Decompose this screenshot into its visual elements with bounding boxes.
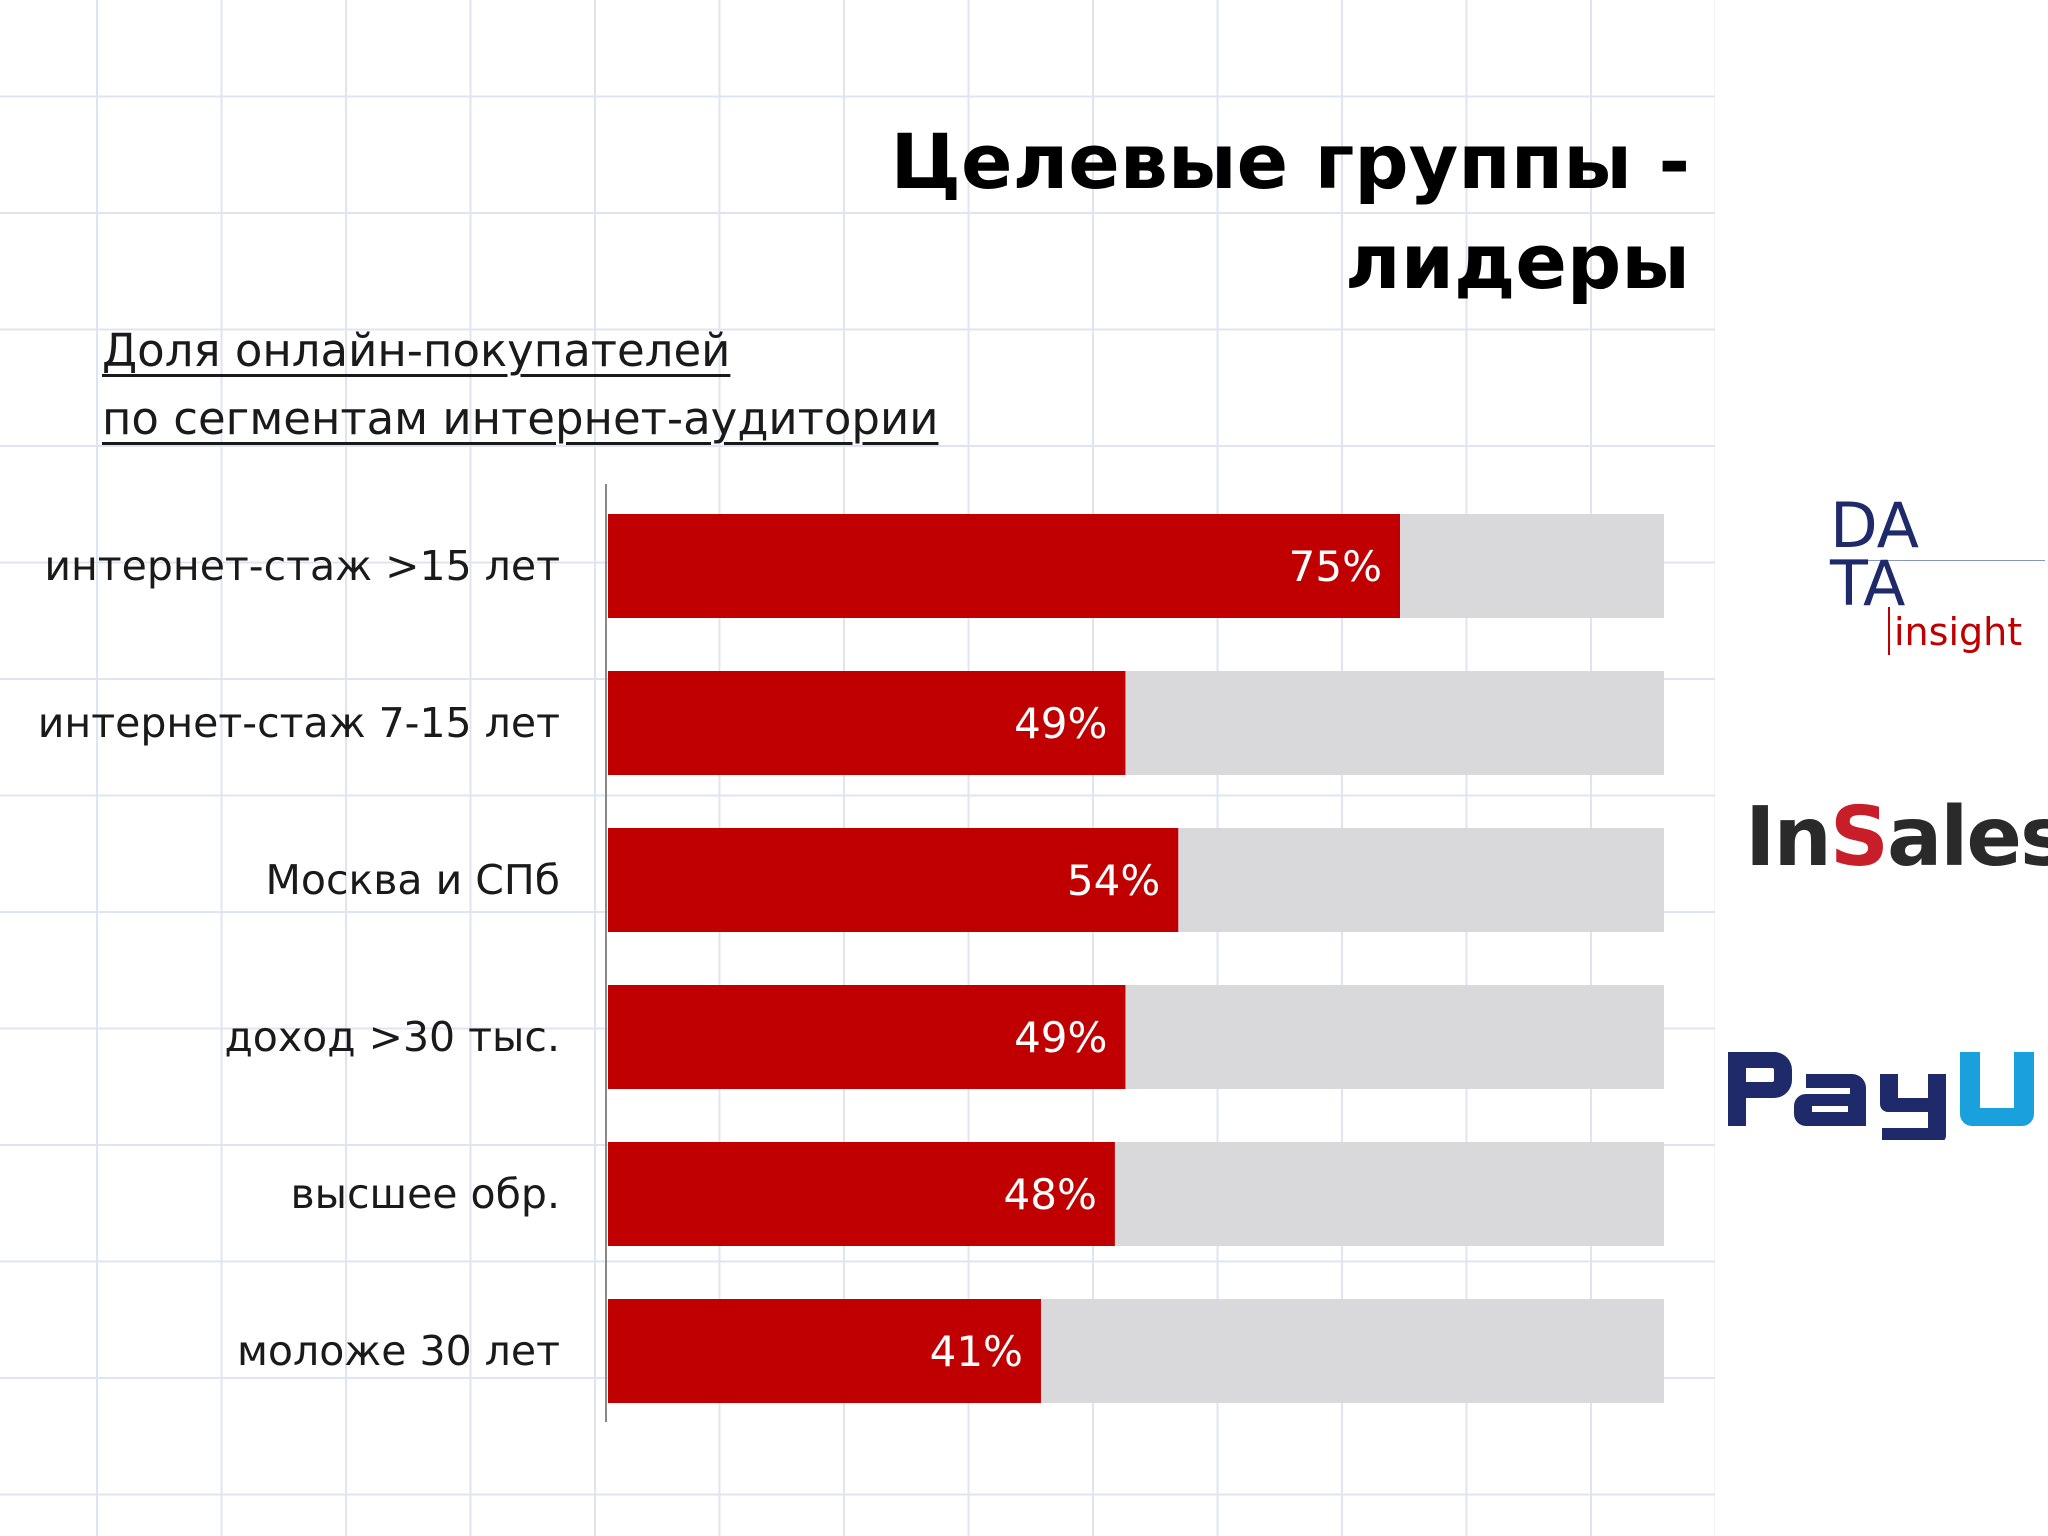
- data-insight-logo-bar: [1888, 607, 1890, 655]
- bar-value-label-1: 49%: [1014, 699, 1107, 748]
- logo-panel: [1715, 0, 2048, 1536]
- bar-5: [608, 1299, 1041, 1403]
- category-label-2: Москва и СПб: [265, 856, 560, 904]
- bar-3: [608, 985, 1126, 1089]
- data-insight-logo-rule: [1830, 560, 2045, 561]
- data-insight-logo: DA TA insight: [1830, 495, 2045, 675]
- data-insight-logo-bottom: TA: [1830, 547, 1906, 620]
- category-label-4: высшее обр.: [290, 1170, 560, 1218]
- category-label-5: моложе 30 лет: [237, 1327, 560, 1375]
- chart-subtitle-line-2: по сегментам интернет-аудитории: [102, 392, 939, 445]
- data-insight-logo-top: DA: [1830, 489, 1920, 562]
- bar-1: [608, 671, 1126, 775]
- payu-logo: [1722, 1040, 2048, 1142]
- page-title: Целевые группы - лидеры: [890, 117, 1690, 306]
- bar-value-label-5: 41%: [930, 1327, 1023, 1376]
- category-label-0: интернет-стаж >15 лет: [44, 542, 560, 590]
- payu-logo-mark: [1728, 1052, 2034, 1142]
- category-label-1: интернет-стаж 7-15 лет: [38, 699, 560, 747]
- bar-2: [608, 828, 1179, 932]
- insales-logo: InSales: [1745, 788, 2048, 888]
- category-label-3: доход >30 тыс.: [224, 1013, 560, 1061]
- chart-subtitle: Доля онлайн-покупателей по сегментам инт…: [102, 317, 938, 453]
- bar-value-label-2: 54%: [1067, 856, 1160, 905]
- bar-value-label-4: 48%: [1004, 1170, 1097, 1219]
- bar-chart: 75% интернет-стаж >15 лет 49% интернет-стаж…: [38, 484, 1664, 1422]
- data-insight-logo-tagline: insight: [1894, 610, 2023, 654]
- insales-logo-accent: S: [1829, 790, 1889, 885]
- bar-value-label-3: 49%: [1014, 1013, 1107, 1062]
- insales-logo-after: ales: [1886, 790, 2048, 885]
- insales-logo-before: In: [1745, 790, 1832, 885]
- bar-0: [608, 514, 1400, 618]
- bar-value-label-0: 75%: [1289, 542, 1382, 591]
- chart-subtitle-line-1: Доля онлайн-покупателей: [102, 324, 731, 377]
- bar-4: [608, 1142, 1115, 1246]
